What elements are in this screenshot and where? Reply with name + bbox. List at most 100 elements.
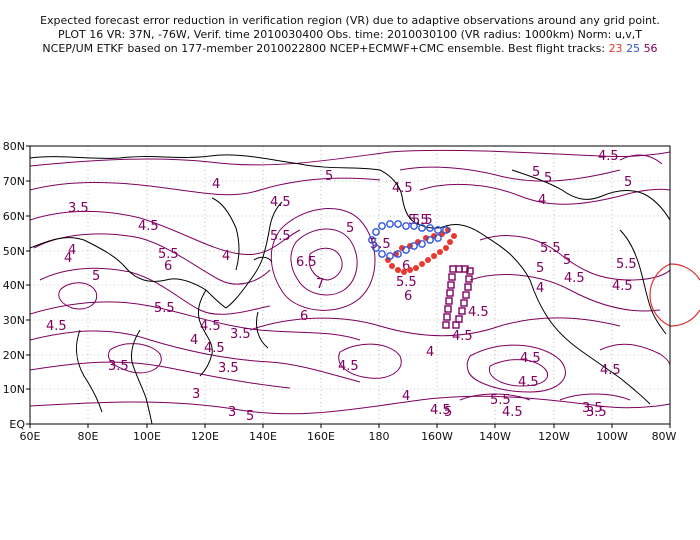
contour-label: 4.5 [46,319,67,334]
verification-region-circle [649,263,671,327]
lon-label: 140E [249,430,277,440]
track-56-point [444,305,452,313]
track-25-point [372,244,380,252]
contour-label: 4.5 [270,195,291,210]
contour-label: 4.5 [518,375,539,390]
track-56-point [455,315,463,323]
track-25-label: 25 [626,42,641,55]
track-23-point [431,253,437,259]
track-23-point [401,269,407,275]
track-23-point [447,239,453,245]
track-23-point [437,249,443,255]
track-23-point [419,261,425,267]
contour-label: 4 [68,243,76,258]
track-25-point [426,224,434,232]
contour-label: 4.5 [430,403,451,418]
track-56-point [458,307,466,315]
header-line-2: PLOT 16 VR: 37N, -76W, Verif. time 20100… [57,28,643,41]
track-56-point [462,291,470,299]
contour-label: 4.5 [468,305,489,320]
track-25-point [418,240,426,248]
contour-label: 4 [402,389,410,404]
contour-label: 4.5 [200,319,221,334]
track-23-point [443,245,449,251]
track-56-point [466,267,474,275]
contour-label: 5.5 [616,257,637,272]
contour-label: 5.5 [154,301,175,316]
track-56-label: 56 [643,42,658,55]
contour-label: 5 [532,165,540,180]
flight-track-56 [442,265,474,329]
contour-label: 3.5 [108,359,129,374]
contour-label: 4.5 [392,181,413,196]
track-25-point [402,222,410,230]
contour-label: 3.5 [582,401,603,416]
contour-label: 5.5 [490,393,511,408]
contour-label: 3 [192,387,200,402]
flight-track-25 [368,220,450,260]
axis-ticks [26,145,671,428]
lon-label: 140W [479,430,511,440]
track-56-point [445,297,453,305]
lon-label: 80W [652,430,677,440]
contour-label: 4.5 [612,279,633,294]
contour-label: 7 [316,277,324,292]
contour-label: 5.5 [540,241,561,256]
track-25-point [378,222,386,230]
contour-label: 3.5 [218,361,239,376]
contour-label: 4.5 [598,149,619,164]
contour-label: 4 [222,249,230,264]
lat-label: 30N [3,314,25,327]
contour-label: 4.5 [204,341,225,356]
track-25-point [378,250,386,258]
lat-label: 40N [3,279,25,292]
lat-label: 70N [3,175,25,188]
contour-label: 4 [538,193,546,208]
lon-label: 120E [191,430,219,440]
contour-label: 3.5 [230,327,251,342]
track-56-point [464,283,472,291]
track-25-point [394,250,402,258]
contour-label: 5 [325,169,333,184]
lon-label: 160E [307,430,335,440]
lon-label: 80E [78,430,99,440]
contour-label: 5.5 [270,229,291,244]
track-56-point [443,313,451,321]
contour-label: 4.5 [502,405,523,420]
contour-label: 4.5 [338,359,359,374]
contour-label: 4.5 [452,329,473,344]
lon-label: 120W [538,430,570,440]
contour-label: 4 [190,333,198,348]
track-23-point [395,267,401,273]
track-25-point [386,220,394,228]
track-56-point [446,289,454,297]
contour-label: 3.5 [586,405,607,420]
track-25-point [386,252,394,260]
contour-label: 6 [402,259,410,274]
track-25-point [410,222,418,230]
contour-label: 6.5 [296,255,317,270]
contour-label: 6 [404,289,412,304]
contour-label: 4.5 [520,351,541,366]
track-23-point [425,257,431,263]
track-25-point [372,228,380,236]
track-25-point [442,226,450,234]
track-25-point [410,242,418,250]
contour-label: 5.5 [408,213,429,228]
header-line-3: NCEP/UM ETKF based on 177-member 2010022… [0,42,700,56]
track-56-point [455,265,463,273]
plot-header: Expected forecast error reduction in ver… [0,14,700,56]
track-56-point [442,321,450,329]
lon-label: 180 [369,430,390,440]
contour-label: 5 [624,175,632,190]
track-56-point [461,265,469,273]
lat-label: 80N [3,140,25,153]
track-23-point [413,265,419,271]
track-23-point [389,263,395,269]
track-25-point [368,236,376,244]
lon-label: 100W [596,430,628,440]
track-56-point [465,275,473,283]
contour-label: 4 [64,251,72,266]
lon-label: 100E [133,430,161,440]
track-25-point [394,220,402,228]
